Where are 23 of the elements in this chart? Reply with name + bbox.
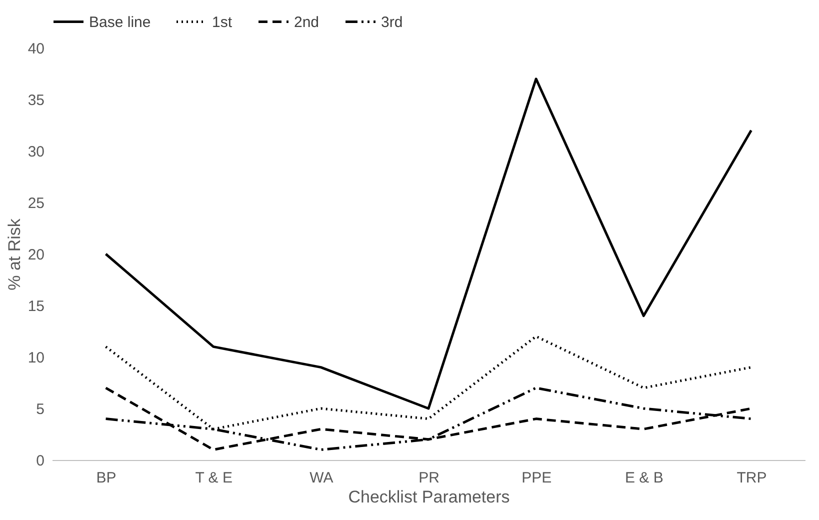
x-tick-label: TRP — [736, 470, 767, 486]
x-tick-label: E & B — [624, 470, 664, 486]
x-tick-label: PPE — [522, 470, 552, 486]
legend-label: Base line — [89, 14, 151, 31]
y-axis-title: % at Risk — [4, 218, 24, 290]
y-tick-label: 25 — [28, 195, 44, 212]
legend-label: 1st — [212, 14, 233, 31]
y-tick-label: 30 — [28, 144, 44, 160]
y-tick-label: 10 — [28, 350, 44, 366]
y-tick-label: 35 — [28, 92, 44, 109]
line-series — [104, 78, 752, 410]
x-tick-label: PR — [418, 470, 440, 486]
x-axis-title: Checklist Parameters — [348, 488, 510, 506]
y-tick-label: 40 — [28, 40, 44, 58]
y-tick-label: 20 — [28, 246, 44, 264]
x-tick-label: WA — [310, 470, 334, 486]
y-tick-label: 0 — [36, 452, 44, 470]
y-tick-label: 15 — [28, 298, 44, 315]
legend-label: 2nd — [294, 14, 320, 31]
y-tick-label: 5 — [36, 401, 44, 418]
x-tick-label: BP — [96, 470, 116, 486]
legend-label: 3rd — [381, 14, 403, 31]
x-tick-label: T & E — [195, 470, 232, 486]
